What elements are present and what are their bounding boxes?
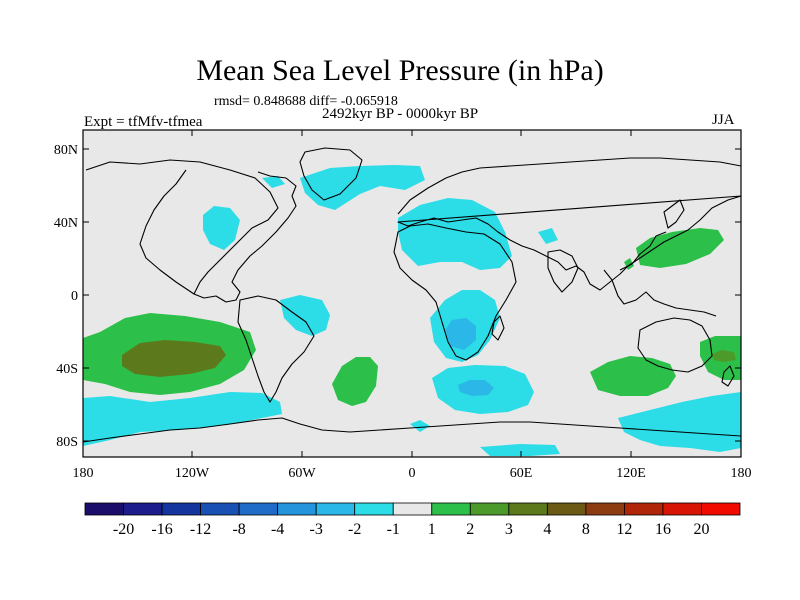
legend-label: -1 bbox=[387, 521, 400, 538]
legend-label: 12 bbox=[616, 521, 632, 538]
legend-color-box bbox=[662, 502, 702, 516]
legend-label: -8 bbox=[232, 521, 245, 538]
anomaly-fields bbox=[83, 165, 741, 456]
legend-label: -20 bbox=[113, 521, 134, 538]
legend-label: 20 bbox=[693, 521, 709, 538]
coast-new-zealand bbox=[721, 365, 735, 387]
legend-color-box bbox=[354, 502, 394, 516]
coast-australia bbox=[637, 317, 713, 373]
coast-india bbox=[547, 249, 579, 293]
legend-color-box bbox=[392, 502, 433, 516]
legend-color-box bbox=[84, 502, 124, 516]
legend-color-box bbox=[431, 502, 471, 516]
lon-label: 120E bbox=[616, 466, 646, 481]
experiment-label: Expt = tfMfv-tfmea bbox=[84, 114, 203, 130]
anomaly-antarctic-coast bbox=[480, 444, 560, 456]
time-period: 2492kyr BP - 0000kyr BP bbox=[322, 106, 479, 122]
legend-color-box bbox=[701, 502, 741, 516]
map-title: Mean Sea Level Pressure (in hPa) bbox=[196, 54, 604, 87]
lat-label: 40S bbox=[56, 362, 78, 377]
anomaly-southern-ocean-east bbox=[618, 392, 741, 452]
anomaly-south-atlantic-high bbox=[332, 357, 378, 406]
legend-label: -4 bbox=[271, 521, 284, 538]
legend-color-box bbox=[624, 502, 664, 516]
legend-label: -12 bbox=[190, 521, 211, 538]
legend-colorbar bbox=[84, 502, 741, 516]
coast-north-america bbox=[85, 159, 297, 303]
legend-color-box bbox=[123, 502, 163, 516]
lon-label: 180 bbox=[73, 466, 94, 481]
anomaly-arabia bbox=[538, 228, 558, 244]
anomaly-south-pacific-core bbox=[122, 340, 226, 377]
lat-label: 80S bbox=[56, 435, 78, 450]
legend-color-box bbox=[546, 502, 587, 516]
season-label: JJA bbox=[712, 112, 735, 128]
lat-label: 40N bbox=[54, 216, 78, 231]
longitude-labels: 180 120W 60W 0 60E 120E 180 bbox=[73, 466, 752, 481]
legend-label: -3 bbox=[310, 521, 323, 538]
legend-color-box bbox=[277, 502, 317, 516]
legend-label: -16 bbox=[151, 521, 172, 538]
legend-color-box bbox=[585, 502, 625, 516]
coast-south-america bbox=[237, 295, 315, 403]
legend-label: 16 bbox=[655, 521, 671, 538]
anomaly-north-atlantic bbox=[300, 165, 425, 210]
axis-ticks bbox=[83, 130, 741, 457]
coastlines bbox=[83, 147, 741, 443]
lon-label: 60E bbox=[510, 466, 533, 481]
legend-color-box bbox=[200, 502, 240, 516]
coast-africa bbox=[393, 223, 517, 361]
lon-label: 60W bbox=[288, 466, 316, 481]
anomaly-southern-indian bbox=[590, 356, 676, 396]
anomaly-southern-africa-core bbox=[445, 318, 476, 350]
anomaly-arctic-canada bbox=[262, 176, 285, 188]
coast-greenland bbox=[299, 147, 363, 201]
anomaly-east-us bbox=[203, 206, 240, 250]
anomaly-northwest-pacific bbox=[636, 228, 724, 268]
latitude-labels: 80N 40N 0 40S 80S bbox=[54, 143, 78, 450]
anomaly-tasman-core bbox=[712, 350, 736, 362]
coast-southeast-asia bbox=[603, 231, 717, 317]
legend-label: 3 bbox=[505, 521, 513, 538]
legend-color-box bbox=[238, 502, 279, 516]
coast-europe-asia bbox=[397, 157, 741, 291]
legend-label: 2 bbox=[466, 521, 474, 538]
legend-label: 8 bbox=[582, 521, 590, 538]
anomaly-south-atlantic-core bbox=[458, 380, 494, 396]
legend-color-box bbox=[161, 502, 201, 516]
lon-label: 120W bbox=[175, 466, 210, 481]
anomaly-equatorial-atlantic bbox=[280, 295, 330, 336]
legend-label: 1 bbox=[428, 521, 436, 538]
lat-label: 0 bbox=[71, 289, 78, 304]
coast-antarctica bbox=[83, 417, 741, 443]
legend-color-box bbox=[508, 502, 548, 516]
legend-label: 4 bbox=[543, 521, 551, 538]
coast-japan bbox=[663, 199, 685, 229]
coast-madagascar bbox=[491, 315, 505, 341]
legend-color-box bbox=[469, 502, 510, 516]
legend-label: -2 bbox=[348, 521, 361, 538]
rmsd-diff-stats: rmsd= 0.848688 diff= -0.065918 bbox=[214, 94, 398, 109]
lat-label: 80N bbox=[54, 143, 78, 158]
legend-labels: -20 -16 -12 -8 -4 -3 -2 -1 1 2 3 4 8 12 16 20 bbox=[113, 521, 710, 538]
lon-label: 0 bbox=[409, 466, 416, 481]
lon-label: 180 bbox=[731, 466, 752, 481]
legend-color-box bbox=[315, 502, 356, 516]
anomaly-antarctic-small bbox=[410, 420, 430, 432]
anomaly-southern-ocean-west bbox=[83, 392, 282, 446]
